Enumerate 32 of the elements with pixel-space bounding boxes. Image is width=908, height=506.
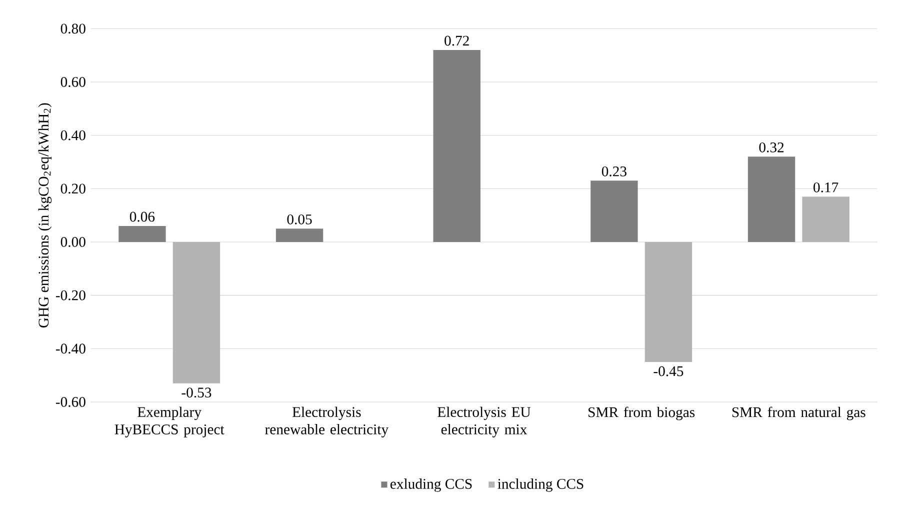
y-tick-label: 0.80 (60, 24, 86, 34)
bar (433, 50, 480, 242)
y-tick-label: -0.40 (56, 344, 86, 354)
data-label: 0.17 (814, 182, 838, 192)
y-tick-label: 0.00 (60, 237, 86, 247)
data-label: -0.45 (654, 366, 684, 376)
bar (748, 156, 796, 242)
bar (118, 226, 166, 242)
bar (802, 196, 850, 242)
x-tick-label: Electrolysis renewable electricity (265, 406, 389, 438)
legend-label: including CCS (498, 478, 584, 492)
data-label: -0.53 (182, 388, 212, 398)
bar (590, 180, 638, 242)
bar (644, 242, 692, 362)
x-tick-label: Exemplary HyBECCS project (114, 406, 224, 438)
y-tick-label: -0.60 (56, 397, 86, 407)
data-label: 0.32 (759, 142, 784, 152)
data-label: 0.72 (444, 36, 469, 46)
data-label: 0.05 (287, 214, 312, 224)
y-axis-title: GHG emissions (in kgCO$_{2}$eq/kWhH$_{2}$) (38, 103, 52, 328)
bar (276, 228, 324, 242)
y-tick-label: 0.60 (60, 77, 86, 87)
y-tick-label: -0.20 (56, 290, 86, 300)
legend-label: exluding CCS (390, 478, 472, 492)
bar (172, 242, 220, 384)
y-tick-label: 0.40 (60, 130, 86, 140)
x-tick-label: SMR from natural gas (732, 406, 866, 420)
x-tick-label: Electrolysis EU electricity mix (438, 406, 531, 438)
data-label: 0.06 (130, 212, 155, 222)
y-tick-label: 0.20 (60, 184, 86, 194)
x-tick-label: SMR from biogas (588, 406, 695, 420)
data-label: 0.23 (602, 166, 626, 176)
